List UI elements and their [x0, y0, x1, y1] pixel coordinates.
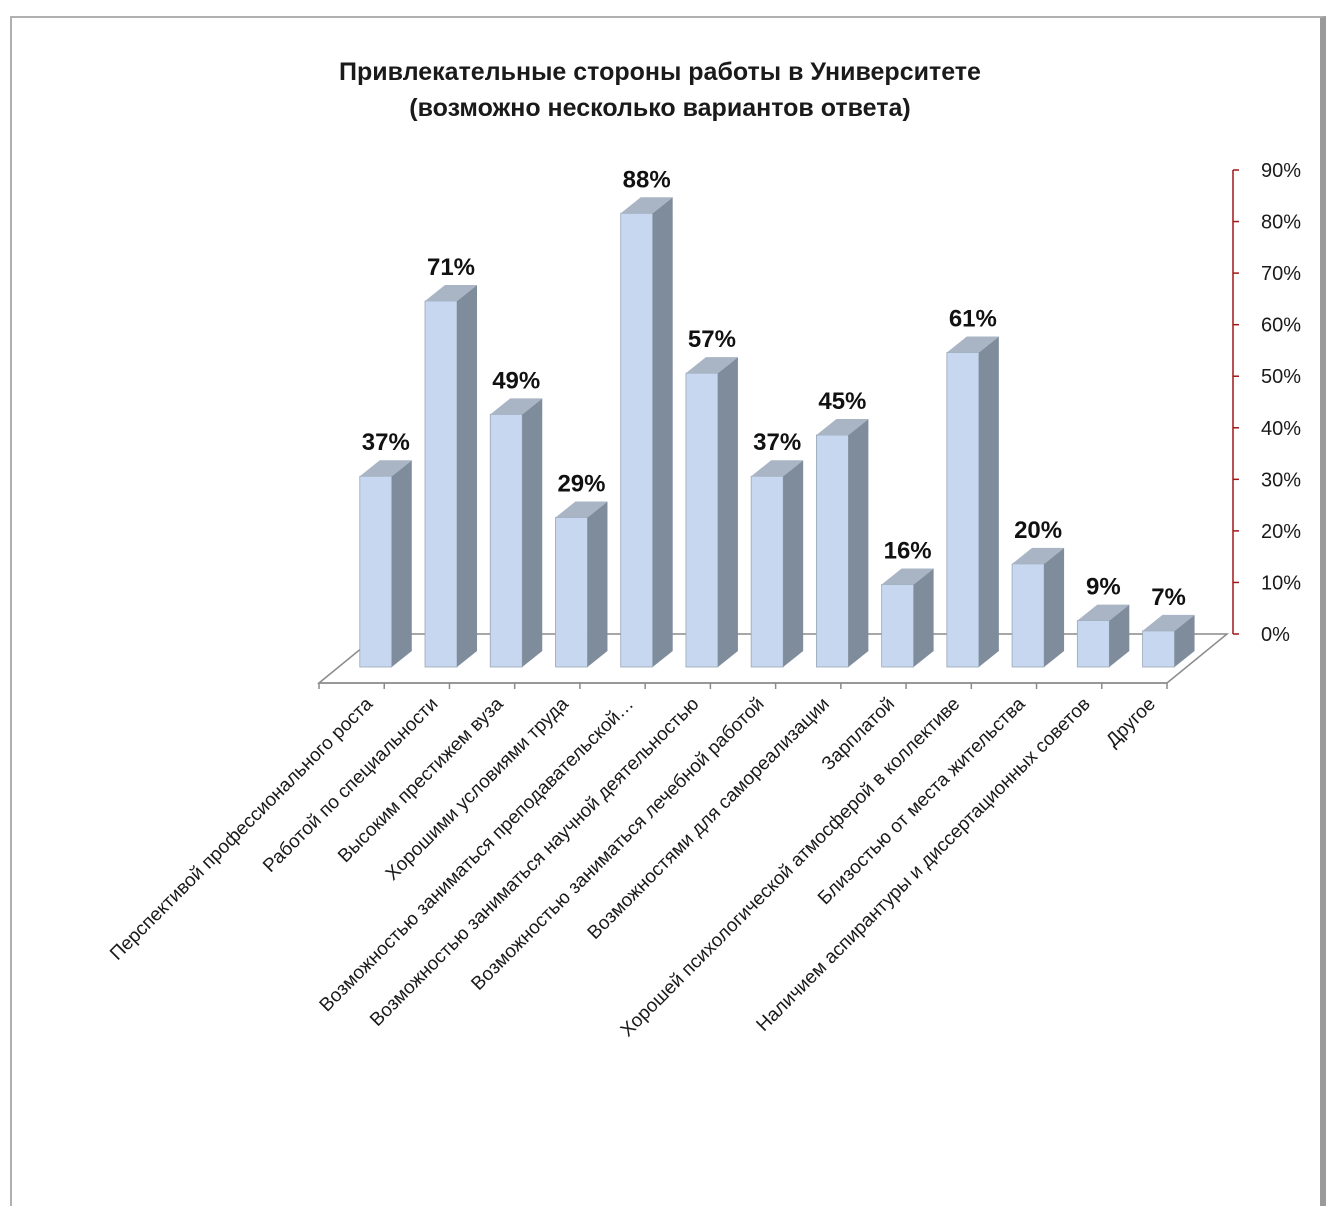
bar-side [978, 336, 999, 667]
category-label: Возможностями для самореализации [584, 694, 834, 944]
bar-data-label: 7% [1151, 584, 1186, 611]
y-tick-label: 70% [1261, 263, 1301, 285]
bar-top [751, 460, 804, 477]
bar-top [881, 568, 934, 585]
bar-side [1174, 614, 1195, 667]
bar-top [620, 197, 673, 214]
bar-front [815, 434, 849, 668]
bar-top [425, 284, 478, 301]
bar-side [848, 419, 869, 667]
y-tick-label: 0% [1261, 624, 1290, 646]
bar-front [424, 300, 458, 668]
chart-title: Привлекательные стороны работы в Универс… [250, 54, 1070, 126]
bar-top [685, 357, 738, 374]
y-tick-label: 20% [1261, 521, 1301, 543]
bar-data-label: 71% [427, 254, 475, 281]
bar-side [391, 460, 412, 667]
bar-front [1142, 630, 1175, 668]
bar-front [1076, 620, 1110, 668]
bar-front [555, 517, 588, 668]
bar-side [652, 197, 673, 668]
y-tick-label: 30% [1261, 469, 1301, 491]
bar-top [1012, 547, 1065, 564]
bar-front [685, 372, 719, 668]
bar-front [489, 413, 523, 668]
bar-top [1142, 614, 1195, 631]
bar-top [816, 419, 869, 435]
bar-data-label: 9% [1086, 574, 1121, 601]
y-tick-label: 80% [1261, 212, 1301, 234]
y-tick-label: 40% [1261, 418, 1301, 440]
bar-data-label: 16% [884, 538, 932, 565]
bar-data-label: 57% [688, 326, 736, 353]
bar-top [359, 460, 412, 477]
bar-side [913, 568, 934, 667]
bar-front [946, 352, 980, 668]
bar-data-label: 45% [818, 388, 866, 415]
bar-data-label: 29% [557, 470, 605, 497]
bar-side [522, 398, 543, 667]
y-tick-label: 10% [1261, 572, 1301, 594]
y-tick-label: 90% [1261, 160, 1301, 182]
chart-title-line-1: Привлекательные стороны работы в Универс… [339, 58, 981, 86]
bar-side [717, 357, 738, 667]
bar-top [1077, 604, 1130, 621]
bar-front [1011, 563, 1045, 668]
bar-data-label: 20% [1014, 517, 1062, 544]
bar-data-label: 37% [753, 429, 801, 456]
bar-front [359, 475, 393, 668]
category-label: Перспективой профессионального роста [106, 693, 377, 964]
bar-side [1044, 547, 1065, 667]
bar-data-label: 88% [623, 166, 671, 193]
bar-front [881, 584, 915, 668]
bar-side [457, 284, 478, 667]
category-label: Другое [1102, 694, 1160, 752]
bar-side [1109, 604, 1130, 667]
y-tick-label: 60% [1261, 315, 1301, 337]
bar-top [946, 336, 999, 353]
y-tick-label: 50% [1261, 366, 1301, 388]
chart-subtitle: (возможно несколько вариантов ответа) [409, 94, 911, 122]
bar-data-label: 37% [362, 429, 410, 456]
bar-front [620, 212, 654, 668]
bar-side [587, 501, 608, 667]
bar-top [555, 501, 608, 518]
bar-top [490, 398, 543, 415]
bar-data-label: 49% [492, 367, 540, 394]
bar-side [783, 460, 804, 667]
category-label: Возможностью заниматься преподавательско… [316, 694, 638, 1016]
bar-front [750, 475, 784, 668]
bar-data-label: 61% [949, 306, 997, 333]
